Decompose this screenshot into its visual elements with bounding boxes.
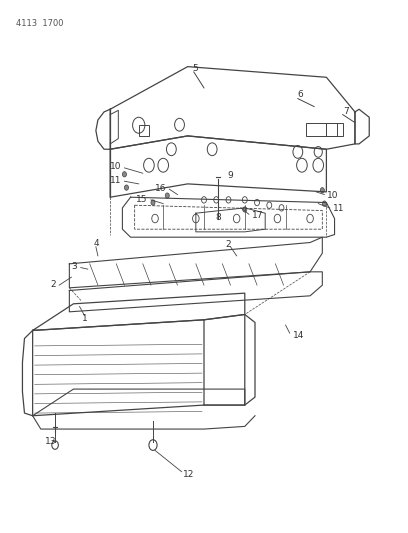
Text: 3: 3 (72, 262, 78, 271)
Text: 8: 8 (215, 213, 221, 222)
Text: 9: 9 (228, 172, 233, 180)
Text: 4113  1700: 4113 1700 (16, 19, 64, 28)
Bar (326, 123, 337, 136)
Circle shape (151, 200, 155, 205)
Circle shape (122, 172, 126, 177)
Text: 5: 5 (192, 64, 198, 72)
Text: 15: 15 (136, 196, 148, 204)
Text: 6: 6 (297, 91, 303, 99)
Text: 1: 1 (82, 314, 87, 323)
Text: 7: 7 (343, 108, 349, 116)
Bar (326, 123, 343, 136)
Text: 14: 14 (293, 331, 304, 340)
Circle shape (322, 201, 326, 206)
Text: 2: 2 (51, 280, 56, 289)
Text: 11: 11 (110, 176, 122, 184)
Text: 16: 16 (155, 184, 166, 192)
Text: 4: 4 (93, 239, 99, 248)
Text: 10: 10 (327, 191, 339, 200)
Circle shape (243, 207, 247, 212)
Text: 13: 13 (45, 437, 57, 446)
Text: 12: 12 (183, 470, 194, 479)
Text: 10: 10 (110, 162, 122, 171)
Circle shape (124, 185, 129, 190)
Circle shape (165, 193, 169, 198)
Text: 17: 17 (252, 211, 264, 220)
Bar (306, 123, 326, 136)
Bar (139, 125, 149, 136)
Text: 2: 2 (226, 240, 231, 249)
Circle shape (320, 188, 324, 193)
Text: 11: 11 (333, 205, 344, 213)
